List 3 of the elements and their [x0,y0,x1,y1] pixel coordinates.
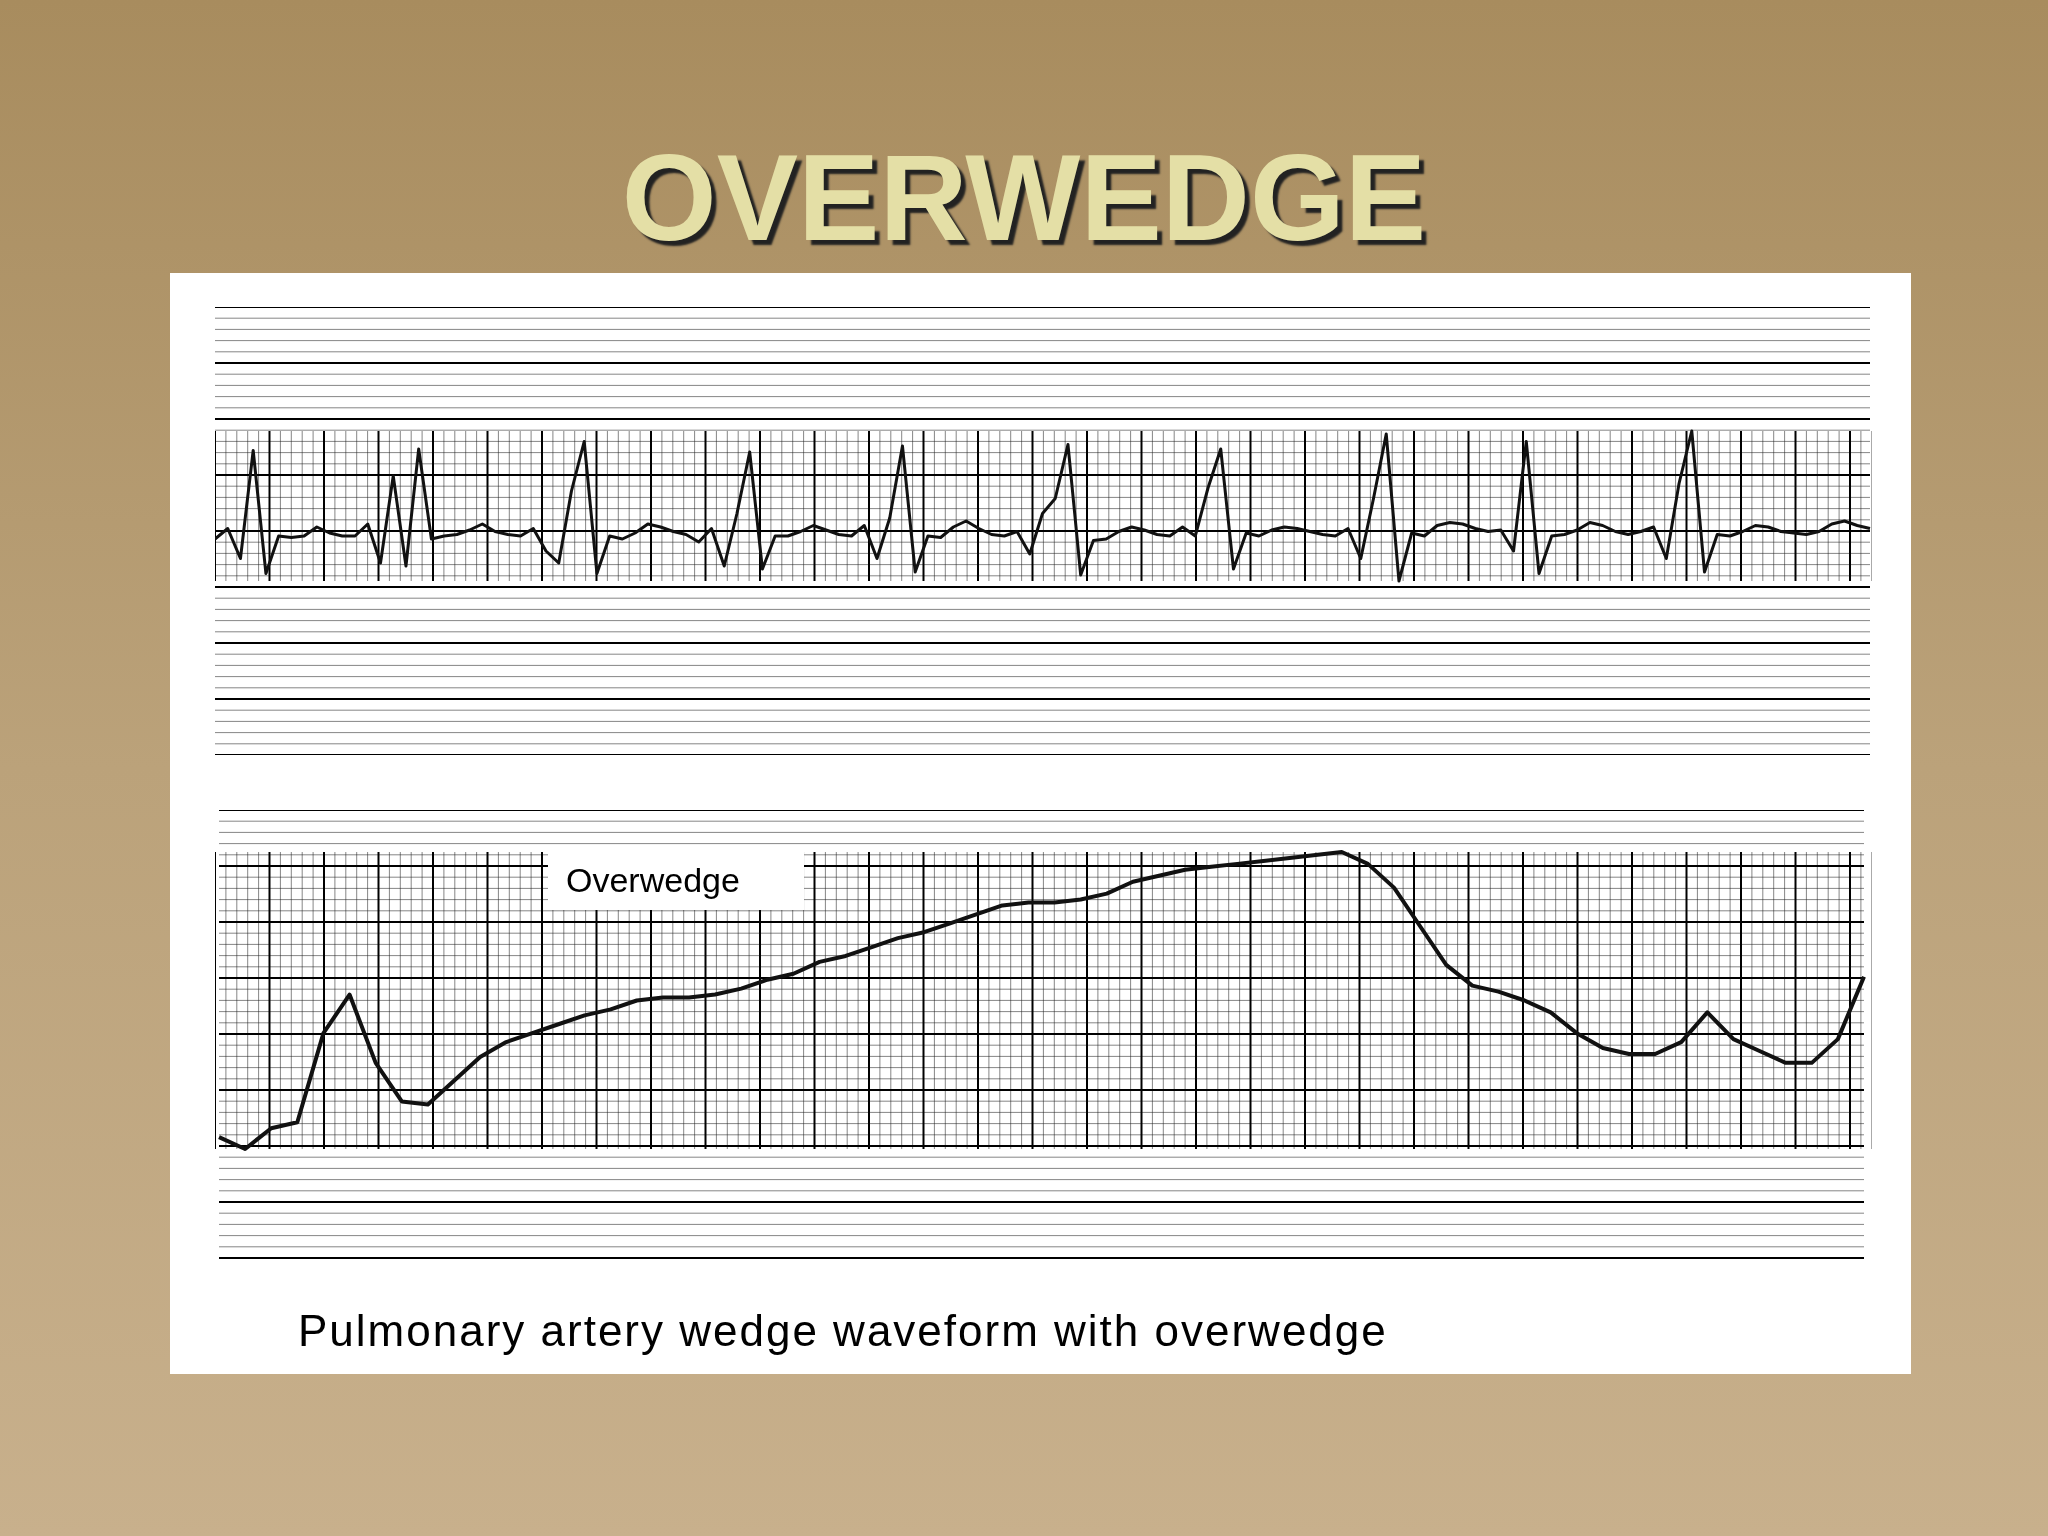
text: Pulmonary artery wedge waveform with overwedge [298,1306,1388,1356]
chart-title: OVERWEDGE [620,129,1428,268]
annotation: Overwedge [548,850,804,910]
